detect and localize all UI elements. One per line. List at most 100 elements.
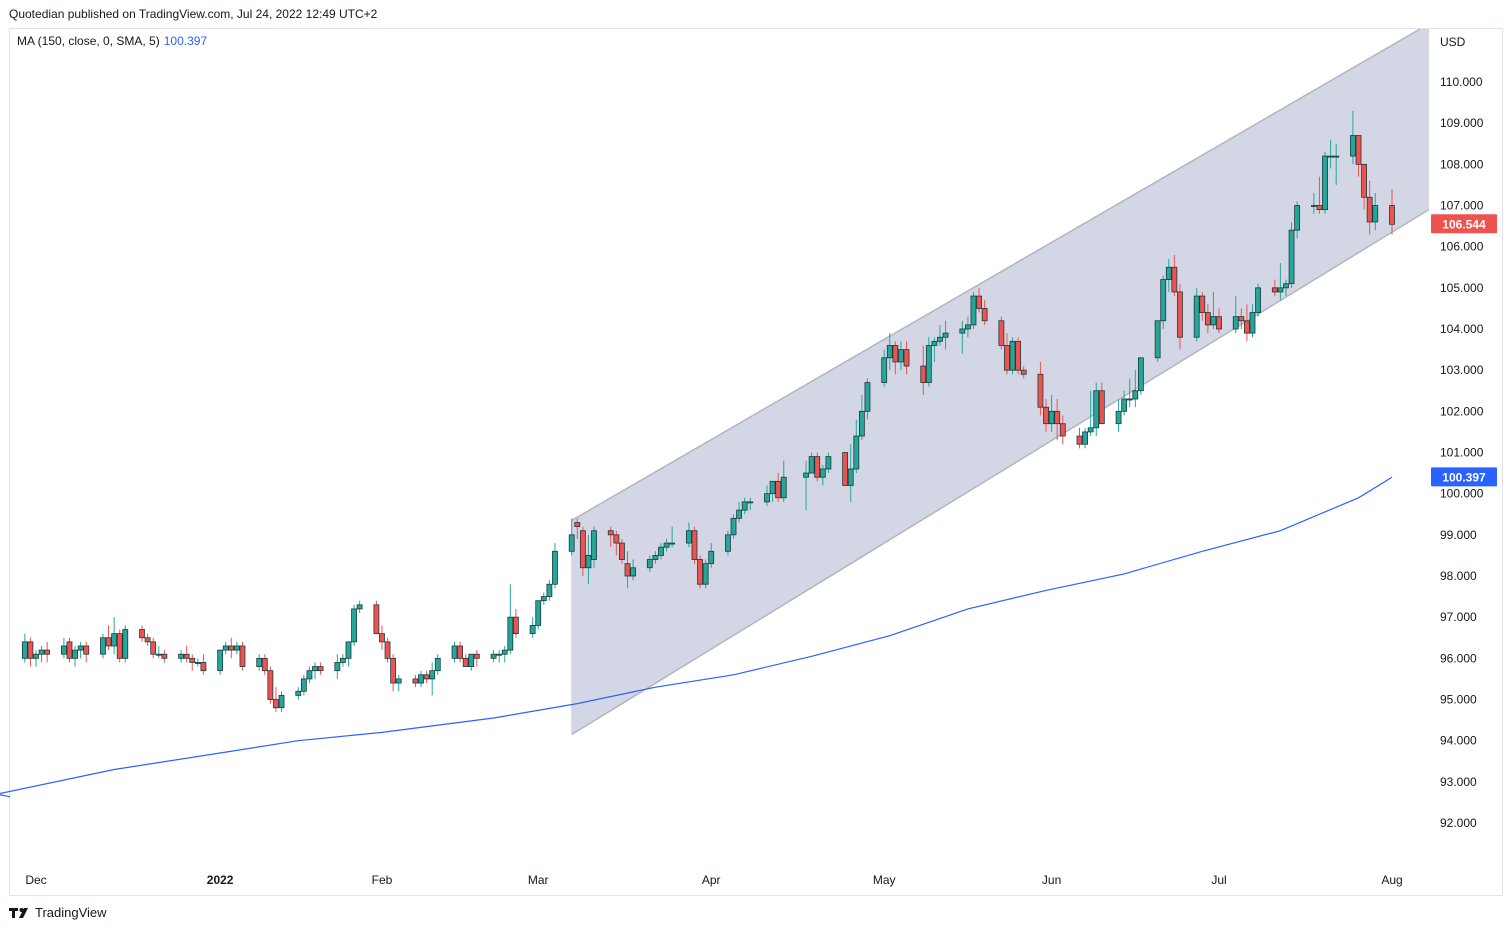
- candle: [1048, 394, 1055, 432]
- candle-body: [490, 653, 497, 659]
- candle: [568, 518, 575, 556]
- candle-body: [513, 616, 519, 635]
- y-tick-label: 106.000: [1440, 240, 1484, 254]
- candle-body: [579, 530, 586, 569]
- candle: [942, 320, 949, 350]
- candle: [630, 559, 636, 581]
- candle: [1076, 427, 1083, 449]
- ma-legend[interactable]: MA (150, close, 0, SMA, 5) 100.397: [17, 34, 207, 48]
- candle: [490, 650, 497, 663]
- candle-body: [462, 657, 469, 667]
- candle-body: [775, 480, 782, 499]
- candle: [646, 555, 653, 572]
- x-tick-label: Apr: [702, 873, 721, 887]
- candle-body: [658, 546, 664, 556]
- candle-body: [607, 530, 614, 536]
- candle-body: [903, 349, 910, 367]
- candle: [920, 345, 927, 395]
- candle: [1322, 151, 1328, 214]
- candle-body: [473, 653, 480, 659]
- candle: [981, 300, 988, 325]
- candle: [685, 522, 692, 548]
- candle: [457, 641, 463, 663]
- candle: [384, 637, 391, 663]
- candle-body: [535, 600, 542, 626]
- candle-body: [1389, 205, 1395, 225]
- candle-body: [239, 645, 246, 667]
- candle-body: [451, 645, 458, 659]
- candle: [1361, 163, 1367, 210]
- price-badges: 106.544 100.397: [1431, 214, 1497, 487]
- candle: [217, 649, 224, 675]
- time-axis: Dec 2022 Feb Mar Apr May Jun Jul Aug: [25, 873, 1402, 887]
- candle-body: [942, 332, 949, 338]
- candle-body: [1232, 316, 1239, 330]
- candle-body: [769, 480, 776, 495]
- candle: [529, 617, 536, 638]
- tradingview-logo[interactable]: TradingView: [9, 905, 107, 920]
- candle-body: [83, 645, 90, 655]
- candle-body: [669, 542, 676, 545]
- candle-body: [1059, 423, 1066, 437]
- candle-body: [1322, 155, 1328, 211]
- candle: [669, 526, 676, 548]
- candle-body: [574, 522, 581, 528]
- candle: [312, 662, 318, 679]
- candle-body: [853, 435, 860, 470]
- candle: [317, 662, 324, 675]
- candle-body: [1020, 369, 1027, 375]
- candle-body: [981, 308, 988, 322]
- candle-body: [925, 345, 932, 383]
- candle: [429, 662, 436, 696]
- candle: [775, 473, 782, 502]
- candle: [1193, 287, 1200, 342]
- candle-body: [334, 662, 341, 672]
- candle-body: [619, 542, 625, 560]
- candle-body: [1132, 390, 1139, 400]
- candle-body: [77, 645, 84, 651]
- candle: [574, 518, 581, 539]
- candle: [1271, 279, 1278, 297]
- candle-body: [273, 699, 279, 709]
- ma-legend-value: 100.397: [163, 34, 208, 48]
- candle-body: [390, 657, 397, 684]
- candle-body: [646, 559, 653, 569]
- candle: [451, 641, 458, 663]
- candle: [1288, 221, 1295, 288]
- candle-body: [300, 678, 307, 692]
- candle: [1098, 382, 1105, 425]
- candle-body: [630, 567, 636, 577]
- candle-body: [1015, 340, 1022, 371]
- candle: [379, 625, 385, 651]
- y-tick-label: 107.000: [1440, 199, 1484, 213]
- candle-body: [217, 649, 224, 672]
- chart-frame[interactable]: [9, 28, 1503, 896]
- candle-body: [741, 501, 748, 511]
- candle: [1043, 398, 1049, 432]
- candle-body: [568, 534, 575, 552]
- candle: [970, 291, 977, 329]
- candle: [44, 641, 51, 663]
- candle: [273, 687, 279, 712]
- candle: [1037, 361, 1044, 416]
- candle-body: [970, 295, 977, 326]
- candle: [1355, 135, 1362, 177]
- candle-body: [1199, 295, 1206, 313]
- candle: [66, 637, 73, 663]
- candle-body: [1244, 320, 1250, 334]
- candle-body: [764, 493, 770, 503]
- y-tick-label: 96.000: [1440, 651, 1477, 665]
- candle: [858, 394, 865, 441]
- candle-body: [585, 555, 592, 569]
- candle-body: [998, 320, 1005, 346]
- candle-body: [886, 345, 893, 359]
- candle: [300, 674, 307, 696]
- candle-body: [708, 550, 715, 565]
- candle: [194, 658, 201, 667]
- candle: [1366, 180, 1373, 235]
- candle: [1316, 176, 1323, 214]
- x-tick-label: Mar: [528, 873, 549, 887]
- y-tick-label: 102.000: [1440, 404, 1484, 418]
- x-tick-label: Aug: [1381, 873, 1402, 887]
